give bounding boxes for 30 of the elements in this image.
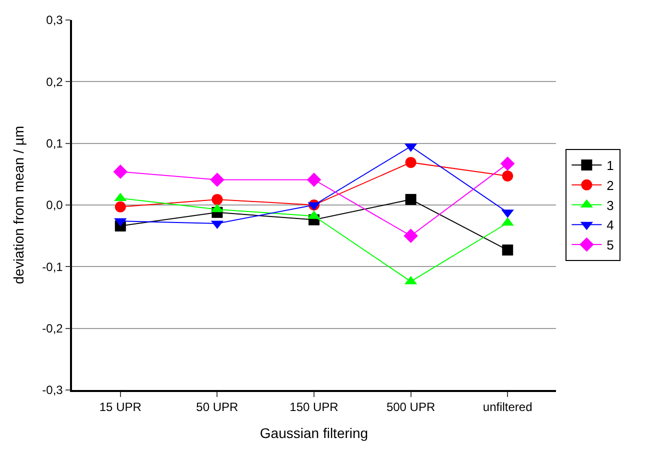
- point: [113, 164, 128, 179]
- point: [306, 172, 322, 187]
- point: [500, 156, 515, 171]
- y-tick-label: 0,3: [46, 13, 64, 28]
- x-tick-label: 150 UPR: [290, 400, 339, 414]
- y-tick-label: -0,1: [42, 260, 64, 274]
- point: [405, 194, 416, 205]
- y-tick-label: 0,1: [46, 136, 64, 151]
- y-axis-title: deviation from mean / µm: [10, 126, 26, 284]
- x-tick-label: 15 UPR: [99, 400, 142, 414]
- point: [502, 170, 514, 182]
- legend-label: 4: [606, 218, 614, 233]
- legend-label: 2: [606, 178, 614, 193]
- legend-label: 1: [606, 158, 614, 174]
- point: [405, 156, 416, 168]
- legend-label: 3: [606, 198, 614, 213]
- y-tick-label: 0,0: [46, 198, 64, 212]
- x-tick-label: 50 UPR: [196, 400, 239, 414]
- x-tick-label: 500 UPR: [386, 400, 436, 414]
- legend-label: 5: [606, 238, 614, 253]
- point: [404, 228, 418, 243]
- x-tick-label: unfiltered: [482, 400, 532, 414]
- point: [114, 201, 126, 212]
- y-tick-label: 0,2: [46, 74, 64, 89]
- y-tick-label: -0,2: [42, 322, 64, 336]
- point: [502, 244, 514, 256]
- x-axis-title: Gaussian filtering: [260, 424, 368, 441]
- point: [210, 172, 224, 187]
- point: [212, 194, 223, 205]
- y-tick-label: -0,3: [42, 383, 64, 398]
